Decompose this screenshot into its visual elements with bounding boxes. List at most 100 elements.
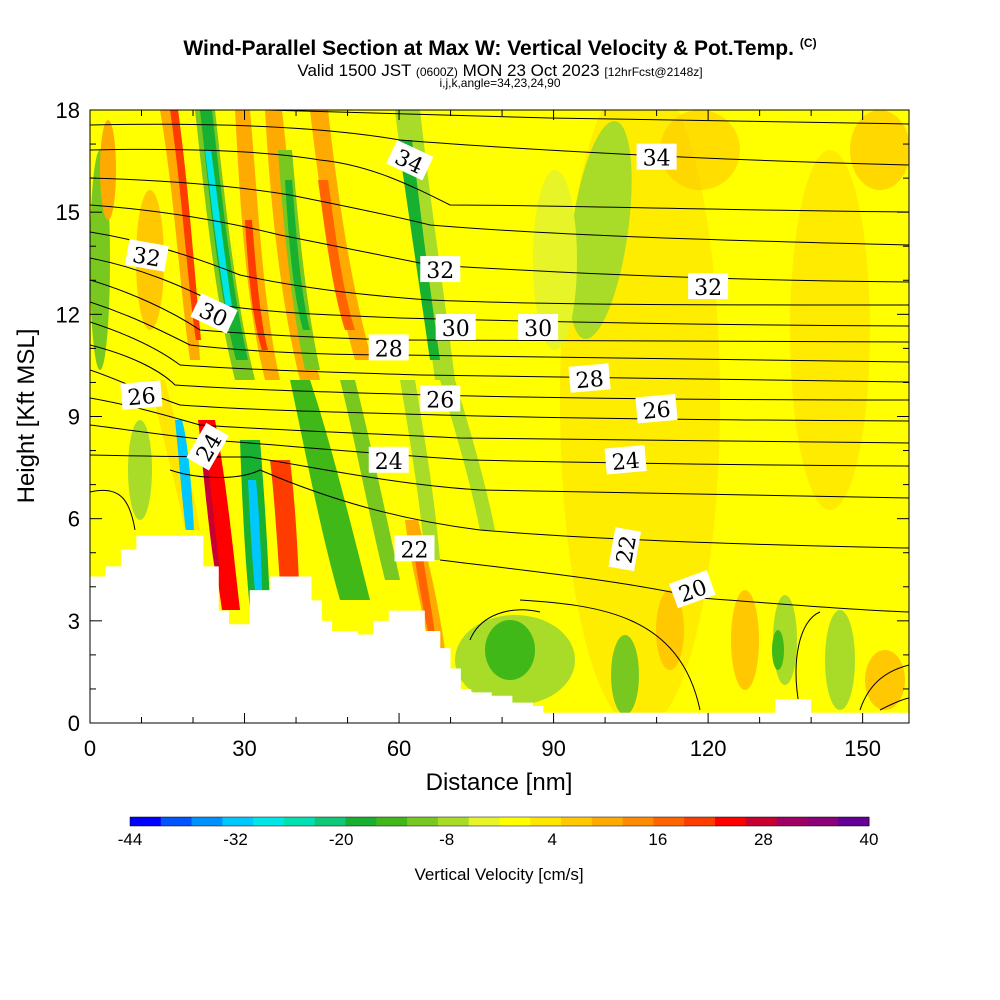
chart-subtitle: Valid 1500 JST (0600Z) MON 23 Oct 2023 […	[0, 61, 1000, 81]
field-blob	[772, 630, 784, 670]
theta-contour-label: 24	[604, 445, 647, 476]
colorbar-swatch	[160, 817, 193, 826]
terrain-shape	[90, 535, 909, 723]
colorbar-swatch	[684, 817, 716, 826]
field-band	[235, 110, 280, 380]
contour-label-box	[435, 313, 476, 340]
theta-contour-label: 30	[190, 293, 238, 334]
field-band	[270, 460, 300, 610]
x-axis-label: Distance [nm]	[426, 769, 573, 796]
field-band	[200, 440, 220, 570]
colorbar-swatch	[745, 817, 778, 826]
field-blob	[825, 610, 855, 710]
field-band	[160, 110, 200, 360]
colorbar: -44 -32 -20 -8 4 16 28 40	[118, 816, 878, 849]
valid-prefix: Valid 1500 JST	[297, 61, 412, 80]
field-blob	[100, 120, 116, 220]
colorbar-swatch	[437, 817, 470, 826]
theta-contour-label: 32	[688, 273, 729, 301]
field-blob	[128, 420, 152, 520]
contour-label-box	[124, 239, 169, 272]
section-params: i,j,k,angle=34,23,24,90	[439, 76, 561, 90]
field-band	[248, 480, 262, 590]
contour-label-text: 32	[426, 259, 454, 284]
colorbar-swatch	[530, 817, 562, 826]
theta-contour-line	[90, 177, 909, 246]
theta-contour-line	[879, 697, 909, 711]
contour-label-box	[368, 446, 409, 473]
contour-label-text: 28	[575, 367, 605, 394]
contour-label-text: 26	[642, 398, 672, 425]
theta-contours	[90, 110, 909, 711]
contour-label-text: 30	[524, 317, 552, 342]
field-band	[310, 110, 372, 360]
y-axis-label: Height [Kft MSL]	[13, 329, 40, 504]
colorbar-swatch	[314, 817, 347, 826]
y-tick-label: 15	[56, 200, 80, 225]
colorbar-swatch	[191, 817, 223, 826]
colorbar-swatch	[715, 817, 747, 826]
field-blob	[611, 635, 639, 715]
field-blob	[731, 590, 759, 690]
valid-date: MON 23 Oct 2023	[462, 61, 600, 80]
colorbar-swatch	[222, 817, 254, 826]
x-axis: 0 30 60 90 120 150	[84, 110, 881, 761]
field-band	[285, 180, 310, 330]
valid-utc: (0600Z)	[415, 65, 458, 79]
contour-label-box	[669, 570, 716, 609]
theta-contour-line	[90, 123, 909, 166]
colorbar-frame	[129, 816, 870, 827]
contour-label-box	[190, 293, 238, 334]
contour-label-text: 24	[611, 449, 641, 476]
theta-contour-label: 26	[420, 385, 461, 413]
colorbar-tick-label: -8	[439, 830, 454, 849]
field-blob	[865, 650, 905, 710]
contour-label-box	[604, 445, 647, 475]
colorbar-swatch	[499, 817, 531, 826]
contour-label-box	[518, 313, 559, 340]
colorbar-swatch	[591, 817, 624, 826]
contour-label-box	[420, 256, 461, 283]
colorbar-swatch	[807, 817, 839, 826]
colorbar-swatch	[622, 817, 654, 826]
y-tick-label: 12	[56, 302, 80, 327]
field-band	[205, 150, 234, 320]
theta-contour-line	[469, 599, 701, 711]
x-tick-label: 150	[844, 736, 881, 761]
y-tick-label: 6	[68, 507, 80, 532]
theta-contour-label: 32	[124, 239, 169, 273]
colorbar-tick-label: -20	[329, 830, 354, 849]
contour-label-box	[688, 273, 729, 300]
contour-label-text: 34	[643, 147, 671, 172]
contour-label-box	[394, 535, 435, 562]
contour-label-text: 26	[426, 388, 454, 413]
field-blob	[656, 590, 684, 670]
contour-label-text: 24	[375, 450, 403, 475]
theta-contour-label: 24	[368, 446, 409, 475]
colorbar-label: Vertical Velocity [cm/s]	[414, 865, 583, 884]
x-tick-label: 120	[690, 736, 727, 761]
contour-label-text: 28	[375, 337, 403, 362]
contour-label-text: 30	[442, 317, 470, 342]
contour-label-box	[368, 334, 409, 361]
contour-label-box	[636, 143, 677, 170]
colorbar-swatch	[838, 817, 870, 826]
forecast-info: [12hrFcst@2148z]	[604, 65, 703, 79]
theta-contour-line	[90, 231, 909, 306]
contour-label-box	[186, 422, 229, 471]
field-band	[400, 380, 440, 560]
theta-contour-label: 32	[420, 256, 461, 284]
theta-contour-label: 30	[435, 313, 476, 342]
colorbar-swatch	[345, 817, 377, 826]
field-band	[412, 540, 436, 640]
field-blob	[568, 121, 632, 339]
chart-title-text: Wind-Parallel Section at Max W: Vertical…	[183, 37, 794, 60]
contour-label-box	[120, 380, 163, 410]
field-band	[398, 140, 440, 360]
theta-contour-label: 34	[636, 143, 677, 172]
field-band	[245, 220, 268, 350]
colorbar-swatch	[653, 817, 685, 826]
field-blob	[850, 110, 909, 190]
y-tick-label: 9	[68, 405, 80, 430]
